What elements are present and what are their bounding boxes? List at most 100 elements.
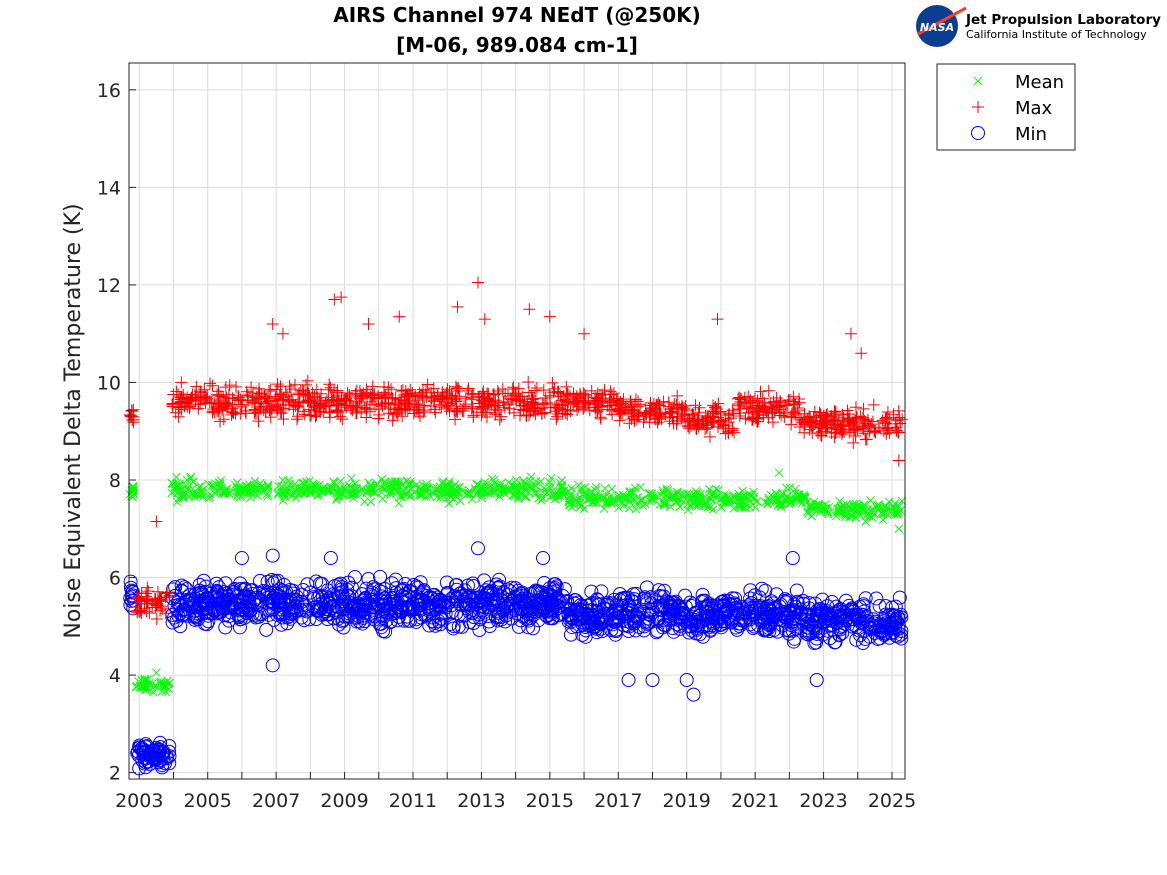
data-point bbox=[203, 377, 216, 390]
data-point bbox=[704, 484, 714, 494]
data-point bbox=[794, 489, 803, 499]
data-point bbox=[292, 388, 305, 401]
data-point bbox=[695, 587, 710, 602]
data-point bbox=[217, 390, 230, 403]
data-point bbox=[347, 490, 357, 500]
data-point bbox=[764, 396, 777, 409]
legend-box bbox=[936, 63, 1076, 151]
data-point bbox=[280, 616, 295, 631]
data-point bbox=[239, 404, 252, 417]
data-point bbox=[617, 497, 627, 507]
data-point bbox=[251, 406, 264, 419]
data-point bbox=[663, 410, 676, 423]
data-point bbox=[738, 486, 747, 496]
data-point bbox=[757, 409, 770, 422]
data-point bbox=[264, 594, 279, 609]
y-tick-label: 16 bbox=[97, 80, 121, 102]
data-point bbox=[735, 393, 748, 406]
y-tick-label: 12 bbox=[97, 275, 121, 297]
data-point bbox=[856, 597, 871, 612]
data-point bbox=[451, 489, 461, 498]
data-point bbox=[671, 414, 684, 427]
data-point bbox=[849, 430, 862, 443]
data-point bbox=[298, 602, 313, 617]
data-point-outlier bbox=[855, 347, 868, 360]
data-point bbox=[260, 574, 275, 589]
data-point bbox=[629, 393, 642, 406]
data-point bbox=[854, 607, 869, 622]
data-point bbox=[166, 398, 179, 411]
data-point bbox=[548, 584, 563, 599]
data-point bbox=[159, 607, 172, 620]
data-point bbox=[489, 486, 499, 496]
data-point bbox=[712, 491, 722, 500]
data-point-outlier bbox=[471, 276, 484, 289]
data-point bbox=[286, 592, 301, 607]
data-point bbox=[444, 392, 457, 405]
data-point bbox=[289, 589, 304, 604]
data-point bbox=[614, 490, 624, 500]
data-point bbox=[311, 480, 321, 490]
data-point bbox=[384, 576, 399, 591]
data-point bbox=[422, 589, 437, 604]
data-point bbox=[361, 571, 376, 586]
data-point bbox=[378, 624, 393, 639]
data-point bbox=[139, 739, 154, 754]
data-point bbox=[401, 403, 414, 416]
data-point bbox=[542, 611, 557, 626]
data-point bbox=[775, 409, 788, 422]
data-point bbox=[670, 617, 685, 632]
data-point bbox=[518, 397, 531, 410]
data-point bbox=[754, 581, 769, 596]
data-point bbox=[151, 745, 166, 760]
data-point-outlier bbox=[234, 551, 249, 566]
data-point bbox=[133, 606, 146, 619]
data-point bbox=[800, 609, 815, 624]
data-point bbox=[577, 500, 587, 510]
data-point bbox=[625, 404, 638, 417]
data-point bbox=[357, 390, 370, 403]
data-point bbox=[760, 617, 775, 632]
data-point bbox=[167, 388, 180, 401]
data-point bbox=[142, 585, 155, 598]
data-point bbox=[252, 415, 265, 428]
data-point bbox=[264, 383, 277, 396]
data-point bbox=[395, 385, 408, 398]
data-point bbox=[499, 488, 509, 498]
x-tick-label: 2003 bbox=[115, 790, 163, 812]
data-point bbox=[503, 402, 516, 415]
data-point bbox=[742, 606, 757, 621]
data-point bbox=[174, 481, 183, 491]
data-point bbox=[575, 627, 590, 642]
data-point bbox=[438, 477, 448, 486]
data-point bbox=[682, 420, 695, 433]
data-point bbox=[665, 405, 678, 418]
y-tick-label: 10 bbox=[97, 372, 121, 394]
data-point bbox=[527, 402, 540, 415]
data-point bbox=[331, 386, 344, 399]
data-point bbox=[373, 569, 388, 584]
data-point bbox=[294, 610, 309, 625]
data-point bbox=[883, 412, 896, 425]
data-point bbox=[499, 387, 512, 400]
data-point bbox=[692, 406, 705, 419]
data-point bbox=[337, 594, 352, 609]
data-point bbox=[134, 595, 147, 608]
data-point bbox=[145, 750, 160, 765]
y-tick-label: 8 bbox=[109, 470, 121, 492]
data-point bbox=[881, 508, 891, 517]
data-point-outlier bbox=[152, 668, 161, 678]
data-point bbox=[254, 400, 267, 413]
data-point bbox=[433, 483, 442, 493]
data-point bbox=[174, 578, 189, 593]
data-point bbox=[460, 489, 470, 499]
data-point bbox=[798, 493, 808, 502]
data-point bbox=[242, 481, 252, 491]
data-point bbox=[347, 610, 362, 625]
data-point bbox=[407, 490, 416, 500]
data-point bbox=[894, 502, 904, 512]
data-point bbox=[429, 488, 439, 498]
data-point bbox=[289, 603, 304, 618]
data-point bbox=[843, 414, 856, 427]
